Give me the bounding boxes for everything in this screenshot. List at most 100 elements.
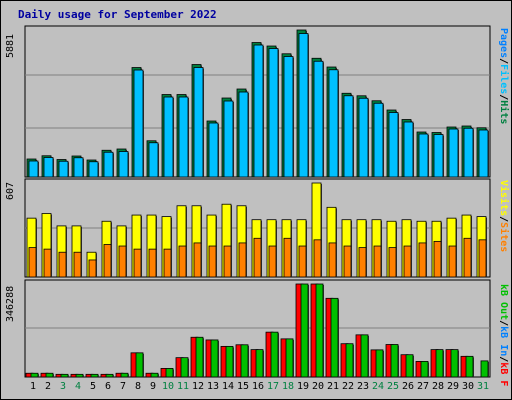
sites-bar-30: [463, 237, 472, 278]
files-bar-23: [358, 97, 369, 178]
kbout-bar-13: [210, 339, 219, 378]
day-label-8: 8: [134, 381, 142, 392]
day-label-14: 14: [221, 381, 235, 392]
sites-bar-9: [148, 248, 157, 278]
legend-bottom: kB Out/kB In/kB F: [498, 284, 509, 386]
kbout-bar-27: [420, 361, 429, 378]
kbout-bar-7: [120, 372, 129, 378]
legend-files: Files: [498, 64, 509, 95]
day-label-21: 21: [326, 381, 340, 392]
day-label-25: 25: [386, 381, 400, 392]
day-label-13: 13: [206, 381, 220, 392]
sites-bar-14: [223, 245, 232, 278]
sites-bar-4: [73, 251, 82, 278]
kbout-bar-24: [375, 349, 384, 378]
day-label-29: 29: [446, 381, 460, 392]
sites-bar-2: [43, 248, 52, 278]
files-bar-19: [298, 33, 309, 178]
sites-bar-22: [343, 245, 352, 278]
files-bar-9: [148, 142, 159, 178]
day-label-22: 22: [341, 381, 355, 392]
files-bar-21: [328, 69, 339, 178]
sites-bar-25: [388, 247, 397, 278]
day-label-6: 6: [104, 381, 112, 392]
day-label-31: 31: [476, 381, 490, 392]
sites-bar-29: [448, 245, 457, 278]
kbout-bar-29: [450, 349, 459, 378]
sites-bar-3: [58, 251, 67, 278]
day-label-5: 5: [89, 381, 97, 392]
legend-kb-in: kB In: [498, 326, 509, 357]
day-label-2: 2: [44, 381, 52, 392]
day-label-16: 16: [251, 381, 265, 392]
day-label-28: 28: [431, 381, 445, 392]
kbout-bar-28: [435, 349, 444, 378]
sites-bar-16: [253, 237, 262, 278]
kbout-bar-19: [300, 283, 309, 378]
files-bar-17: [268, 48, 279, 178]
day-label-15: 15: [236, 381, 250, 392]
files-bar-27: [418, 133, 429, 178]
legend-sites: Sites: [498, 222, 509, 253]
sites-bar-8: [133, 248, 142, 278]
kbout-bar-2: [45, 372, 54, 378]
files-bar-30: [463, 127, 474, 178]
files-bar-4: [73, 157, 84, 178]
sites-bar-12: [193, 242, 202, 278]
files-bar-26: [403, 121, 414, 178]
day-label-23: 23: [356, 381, 370, 392]
files-bar-12: [193, 67, 204, 178]
sites-bar-23: [358, 247, 367, 278]
kbout-bar-6: [105, 373, 114, 378]
sites-bar-24: [373, 245, 382, 278]
files-bar-16: [253, 44, 264, 178]
day-label-9: 9: [149, 381, 157, 392]
files-bar-22: [343, 95, 354, 178]
files-bar-10: [163, 96, 174, 178]
sites-bar-17: [268, 245, 277, 278]
legend-mid: Visits/Sites: [498, 180, 509, 252]
legend-hits: Hits: [498, 100, 509, 125]
files-bar-20: [313, 60, 324, 178]
kbout-bar-31: [480, 360, 489, 378]
day-label-7: 7: [119, 381, 127, 392]
day-label-24: 24: [371, 381, 385, 392]
sites-bar-26: [403, 245, 412, 278]
kbout-bar-16: [255, 349, 264, 378]
sites-bar-13: [208, 245, 217, 278]
legend-visits: Visits: [498, 180, 509, 217]
files-bar-18: [283, 56, 294, 178]
sites-bar-6: [103, 244, 112, 278]
kbout-bar-12: [195, 336, 204, 378]
files-bar-28: [433, 134, 444, 178]
kbout-bar-8: [135, 352, 144, 378]
day-label-3: 3: [59, 381, 67, 392]
kbout-bar-30: [465, 355, 474, 378]
files-bar-31: [478, 129, 489, 178]
legend-kb-f: kB F: [498, 362, 509, 387]
kbout-bar-20: [315, 283, 324, 378]
files-bar-8: [133, 69, 144, 178]
day-label-18: 18: [281, 381, 295, 392]
kbout-bar-22: [345, 343, 354, 378]
sites-bar-7: [118, 245, 127, 278]
sites-bar-1: [28, 247, 37, 278]
day-label-4: 4: [74, 381, 82, 392]
day-label-30: 30: [461, 381, 475, 392]
day-label-20: 20: [311, 381, 325, 392]
sites-bar-31: [478, 239, 487, 278]
files-bar-29: [448, 128, 459, 178]
files-bar-13: [208, 122, 219, 178]
sites-bar-11: [178, 245, 187, 278]
sites-bar-15: [238, 242, 247, 278]
sites-bar-21: [328, 242, 337, 278]
day-label-27: 27: [416, 381, 430, 392]
files-bar-24: [373, 102, 384, 178]
kb-max-label: 346288: [5, 285, 16, 322]
files-bar-6: [103, 151, 114, 178]
kbout-bar-26: [405, 354, 414, 378]
sites-bar-27: [418, 242, 427, 278]
files-bar-3: [58, 160, 69, 178]
kbout-bar-23: [360, 334, 369, 378]
